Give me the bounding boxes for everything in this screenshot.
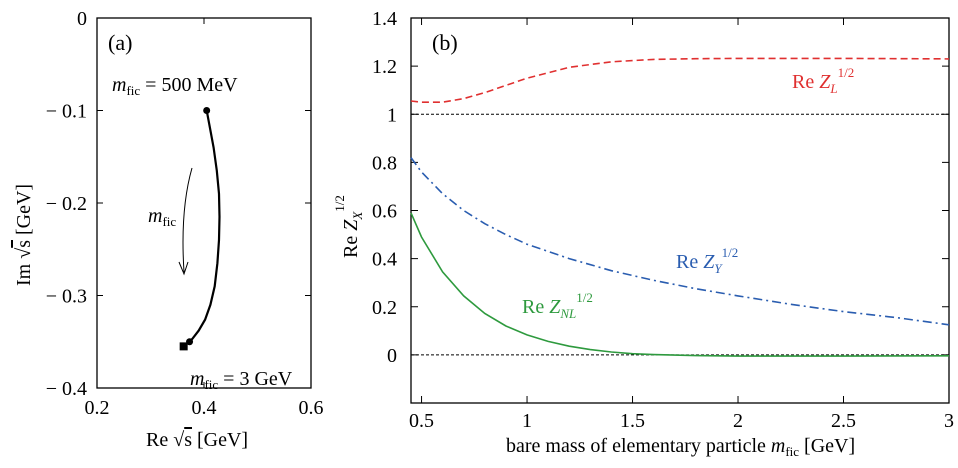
panel-b-x-tick-label: 1 <box>522 410 532 432</box>
panel-a-direction-arrow <box>182 167 193 273</box>
panel-b-y-tick-label: 1.2 <box>372 56 397 78</box>
panel-b-y-label: Re ZX1/2 <box>332 195 365 258</box>
panel-a-y-tick-label: − 0.4 <box>46 378 87 400</box>
panel-a-x-ticks: 0.2 0.4 0.6 <box>85 18 324 419</box>
series-label-zy: Re ZY1/2 <box>676 245 738 276</box>
panel-a-x-label: Re √s [GeV] <box>146 429 248 451</box>
panel-a-bottom-annotation: mfic = 3 GeV <box>190 368 293 392</box>
panel-b-y-tick-label: 0.2 <box>372 297 397 319</box>
panel-a-point-marker <box>186 338 194 346</box>
panel-b-series <box>410 57 950 357</box>
panel-b-y-tick-label: 0.4 <box>372 249 397 271</box>
panel-b-x-tick-label: 1.5 <box>620 410 645 432</box>
panel-b-x-tick-label: 0.5 <box>409 410 434 432</box>
panel-a-point-marker <box>203 107 211 114</box>
panel-b-y-tick-label: 0.6 <box>372 201 397 223</box>
series-label-znl: Re ZNL1/2 <box>522 290 593 321</box>
panel-a-y-tick-label: − 0.3 <box>46 286 87 308</box>
panel-b-x-tick-label: 2.5 <box>831 410 856 432</box>
panel-a-arrowhead-icon <box>178 261 189 276</box>
series-line-znl <box>410 212 950 357</box>
series-line-zy <box>410 157 950 326</box>
panel-b-y-tick-label: 0.8 <box>372 152 397 174</box>
panel-b: (b) 0.5 1 1.5 2 2.5 3 0 0.2 0.4 0.6 0.8 1 1.2 1.4 Re… <box>332 8 954 459</box>
panel-a-top-annotation: mfic = 500 MeV <box>112 74 238 98</box>
panel-b-y-tick-label: 0 <box>387 345 397 367</box>
panel-a-arrow-annotation: mfic <box>148 205 176 229</box>
panel-a-x-tick-label: 0.6 <box>299 397 324 419</box>
panel-b-x-tick-label: 3 <box>944 410 954 432</box>
panel-b-tag: (b) <box>432 30 458 55</box>
panel-a-points <box>179 107 211 351</box>
series-label-zl: Re ZL1/2 <box>792 65 854 96</box>
panel-b-y-tick-label: 1 <box>387 104 397 126</box>
panel-a-y-tick-label: − 0.1 <box>46 101 87 123</box>
panel-b-y-ticks: 0 0.2 0.4 0.6 0.8 1 1.2 1.4 <box>372 8 949 367</box>
panel-a-y-label: Im √s [GeV] <box>13 184 35 286</box>
panel-a-y-ticks: 0 − 0.1 − 0.2 − 0.3 − 0.4 <box>46 8 311 400</box>
panel-a-series <box>188 110 221 343</box>
panel-b-x-label: bare mass of elementary particle mfic [G… <box>506 435 855 459</box>
panel-a-y-tick-label: − 0.2 <box>46 193 87 215</box>
panel-b-frame <box>410 17 950 404</box>
panel-a: (a) 0.2 0.4 0.6 0 − 0.1 − 0.2 − 0.3 − 0.4 mfic… <box>13 8 324 451</box>
panel-a-x-tick-label: 0.2 <box>85 397 110 419</box>
panel-a-y-tick-label: 0 <box>77 8 87 30</box>
panel-b-y-tick-label: 1.4 <box>372 8 397 30</box>
panel-a-square-marker <box>179 342 188 351</box>
panel-b-x-tick-label: 2 <box>733 410 743 432</box>
panel-b-x-ticks: 0.5 1 1.5 2 2.5 3 <box>409 18 954 432</box>
panel-a-x-tick-label: 0.4 <box>192 397 217 419</box>
panel-b-reference-lines <box>411 113 949 356</box>
series-line-zl <box>410 57 950 103</box>
panel-a-tag: (a) <box>108 30 132 55</box>
panel-a-trajectory-line <box>188 110 221 343</box>
